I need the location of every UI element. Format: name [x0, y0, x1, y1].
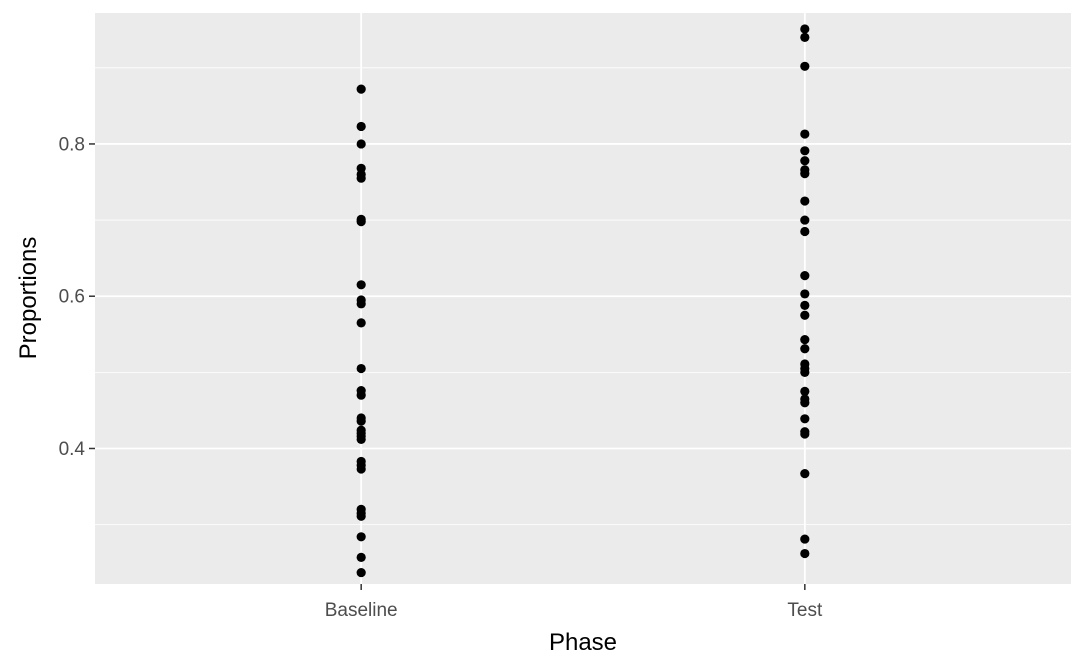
data-point: [800, 61, 810, 71]
y-axis-title: Proportions: [15, 237, 42, 360]
data-point: [800, 156, 810, 166]
data-point: [356, 567, 366, 578]
data-point: [356, 280, 366, 290]
data-point: [356, 532, 366, 542]
data-point: [800, 310, 810, 320]
data-point: [800, 386, 810, 396]
data-point: [800, 196, 810, 206]
data-point: [356, 139, 366, 149]
data-point: [800, 469, 810, 479]
data-point: [356, 363, 366, 374]
data-point: [356, 318, 366, 328]
data-point: [356, 217, 366, 227]
data-point: [356, 121, 366, 132]
data-point: [800, 414, 810, 424]
data-point: [800, 534, 810, 544]
data-point: [800, 548, 810, 559]
x-tick-label: Test: [787, 600, 823, 621]
data-point: [800, 24, 810, 34]
data-point: [356, 84, 366, 94]
data-point: [800, 226, 810, 237]
x-axis-title: Phase: [549, 629, 617, 656]
data-point: [356, 464, 366, 474]
data-point: [800, 289, 810, 299]
x-axis-ticks: Baseline Test: [325, 584, 823, 621]
data-point: [800, 146, 810, 156]
y-tick-label: 0.6: [59, 287, 85, 308]
data-point: [356, 434, 366, 444]
data-point: [800, 215, 810, 225]
y-tick-label: 0.8: [59, 134, 85, 155]
data-point: [800, 398, 810, 408]
data-points: [356, 24, 810, 578]
data-point: [356, 299, 366, 309]
data-point: [800, 271, 810, 281]
data-point: [800, 335, 810, 345]
data-point: [800, 169, 810, 179]
data-point: [356, 173, 366, 183]
data-point: [356, 390, 366, 400]
data-point: [800, 429, 810, 439]
data-point: [356, 416, 366, 426]
plot-panel: [95, 13, 1071, 584]
data-point: [356, 552, 366, 562]
y-axis-ticks: 0.4 0.6 0.8: [59, 134, 95, 460]
data-point: [800, 129, 810, 139]
y-tick-label: 0.4: [59, 439, 86, 460]
data-point: [800, 344, 810, 354]
x-tick-label: Baseline: [325, 600, 398, 621]
data-point: [800, 367, 810, 377]
data-point: [800, 32, 810, 42]
data-point: [356, 511, 366, 521]
minor-gridlines: [95, 67, 1071, 526]
data-point: [800, 300, 810, 310]
